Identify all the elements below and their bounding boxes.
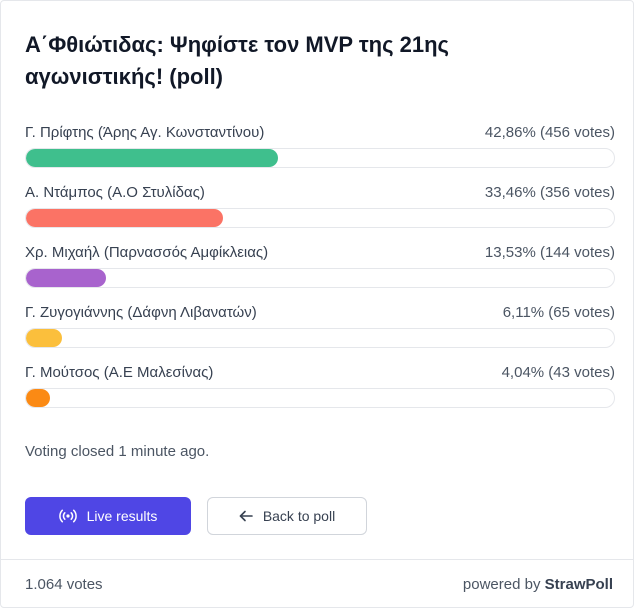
option-label: Χρ. Μιχαήλ (Παρνασσός Αμφίκλειας)	[25, 243, 269, 261]
poll-option: Α. Ντάμπος (Α.Ο Στυλίδας) 33,46% (356 vo…	[25, 181, 615, 241]
option-stat: 33,46% (356 votes)	[484, 183, 615, 201]
option-label: Γ. Ζυγογιάννης (Δάφνη Λιβανατών)	[25, 303, 257, 321]
option-label: Γ. Μούτσος (Α.Ε Μαλεσίνας)	[25, 363, 214, 381]
option-stat: 6,11% (65 votes)	[502, 303, 615, 321]
live-results-button[interactable]: Live results	[25, 497, 191, 535]
broadcast-icon	[58, 509, 77, 523]
total-votes: 1.064 votes	[25, 576, 103, 593]
result-bar-track	[25, 268, 615, 288]
back-to-poll-button[interactable]: Back to poll	[207, 497, 367, 535]
result-bar-fill	[26, 209, 223, 227]
option-stat: 13,53% (144 votes)	[484, 243, 615, 261]
arrow-left-icon	[239, 510, 253, 522]
poll-option: Χρ. Μιχαήλ (Παρνασσός Αμφίκλειας) 13,53%…	[25, 241, 615, 301]
result-bar-fill	[26, 149, 279, 167]
poll-option: Γ. Ζυγογιάννης (Δάφνη Λιβανατών) 6,11% (…	[25, 301, 615, 361]
poll-option: Γ. Μούτσος (Α.Ε Μαλεσίνας) 4,04% (43 vot…	[25, 361, 615, 421]
result-bar-fill	[26, 329, 62, 347]
result-bar-fill	[26, 389, 50, 407]
poll-option: Γ. Πρίφτης (Άρης Αγ. Κωνσταντίνου) 42,86…	[25, 121, 615, 181]
option-label: Α. Ντάμπος (Α.Ο Στυλίδας)	[25, 183, 205, 201]
result-bar-track	[25, 328, 615, 348]
voting-status: Voting closed 1 minute ago.	[25, 443, 210, 460]
option-stat: 4,04% (43 votes)	[501, 363, 615, 381]
result-bar-track	[25, 208, 615, 228]
result-bar-track	[25, 388, 615, 408]
poll-footer: 1.064 votes powered by StrawPoll	[1, 559, 633, 609]
back-to-poll-label: Back to poll	[262, 508, 336, 524]
poll-title: Α΄Φθιώτιδας: Ψηφίστε τον MVP της 21ης αγ…	[25, 32, 449, 89]
option-label: Γ. Πρίφτης (Άρης Αγ. Κωνσταντίνου)	[25, 123, 265, 141]
strawpoll-brand-link[interactable]: StrawPoll	[544, 576, 613, 593]
powered-by: powered by StrawPoll	[463, 576, 613, 593]
result-bar-fill	[26, 269, 106, 287]
live-results-label: Live results	[86, 508, 158, 524]
powered-by-prefix: powered by	[462, 576, 541, 593]
result-bar-track	[25, 148, 615, 168]
option-stat: 42,86% (456 votes)	[484, 123, 615, 141]
